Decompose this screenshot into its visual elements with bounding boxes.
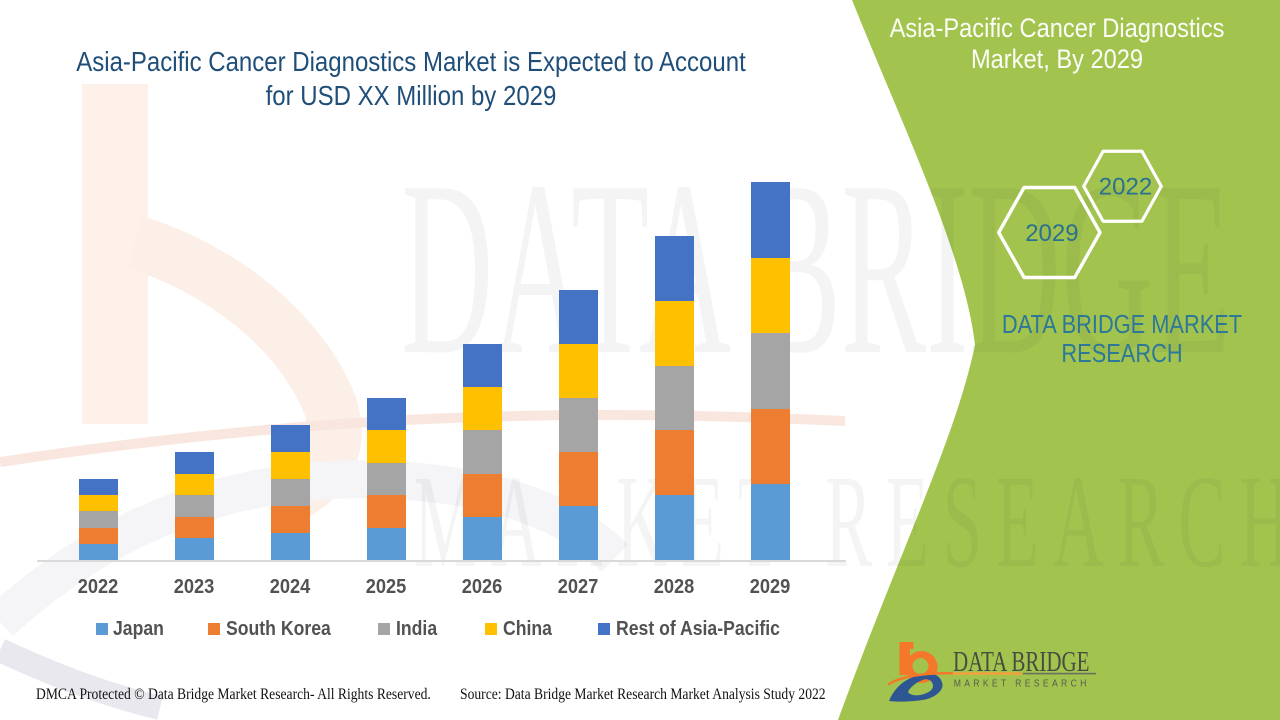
- svg-text:2029: 2029: [1025, 220, 1078, 247]
- svg-text:DATA BRIDGE: DATA BRIDGE: [401, 130, 1231, 407]
- svg-text:2022: 2022: [1099, 174, 1152, 201]
- svg-text:MARKET RESEARCH: MARKET RESEARCH: [414, 447, 1280, 595]
- svg-text:MARKET RESEARCH: MARKET RESEARCH: [954, 678, 1090, 690]
